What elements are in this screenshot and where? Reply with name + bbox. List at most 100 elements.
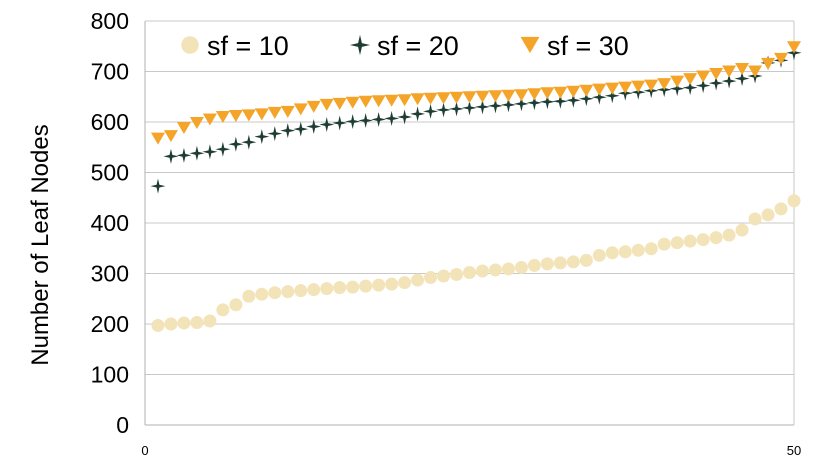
data-point [437, 269, 451, 283]
data-point [358, 112, 374, 128]
data-point [385, 277, 399, 291]
data-point [709, 68, 724, 81]
data-point [474, 99, 490, 115]
data-point [151, 319, 165, 333]
data-point [332, 115, 348, 131]
y-tick-label: 400 [91, 210, 129, 236]
data-point [450, 268, 464, 282]
data-point [384, 110, 400, 126]
data-point [371, 95, 386, 108]
data-point [578, 91, 594, 107]
legend-marker [349, 34, 371, 56]
data-point [488, 263, 502, 277]
data-point [721, 73, 737, 89]
data-point [449, 91, 464, 104]
data-point [294, 284, 308, 298]
data-point [527, 88, 542, 101]
data-point [695, 78, 711, 94]
data-point [346, 280, 360, 294]
data-point [423, 103, 439, 119]
data-point [462, 91, 477, 104]
data-point [553, 256, 567, 270]
data-point [539, 94, 555, 110]
data-point [177, 316, 191, 330]
data-point [670, 75, 685, 88]
data-point [202, 144, 218, 160]
data-point [604, 88, 620, 104]
data-point [254, 108, 269, 121]
series-3 [150, 41, 801, 145]
data-point [397, 94, 412, 107]
data-point [319, 117, 335, 133]
data-point [787, 194, 801, 208]
data-point [397, 109, 413, 125]
data-point [527, 258, 541, 272]
data-point [358, 95, 373, 108]
data-point [320, 282, 334, 296]
data-point [605, 82, 620, 95]
data-point [163, 148, 179, 164]
data-point [592, 83, 607, 96]
data-point [229, 298, 243, 312]
y-tick-label: 800 [91, 8, 129, 34]
data-point [734, 71, 750, 87]
data-point [242, 289, 256, 303]
data-point [553, 86, 568, 99]
data-point [293, 121, 309, 137]
data-point [281, 285, 295, 299]
data-point [735, 62, 750, 75]
series-1 [151, 194, 801, 333]
data-point [267, 126, 283, 142]
x-tick-label: 50 [787, 443, 801, 458]
data-point [345, 96, 360, 109]
data-point [579, 84, 594, 97]
data-point [513, 96, 529, 112]
data-point [463, 265, 476, 279]
data-point [215, 110, 230, 123]
data-point [189, 145, 205, 161]
data-point [552, 93, 568, 109]
data-point [644, 242, 658, 256]
data-point [216, 303, 230, 317]
data-point [540, 257, 554, 271]
legend-item: sf = 10 [181, 31, 289, 61]
data-point [189, 117, 204, 130]
data-point [722, 65, 737, 78]
data-point [410, 106, 426, 122]
legend-label: sf = 10 [207, 31, 289, 61]
data-point [371, 111, 387, 127]
data-point [449, 101, 465, 117]
data-point [774, 52, 789, 65]
data-point [708, 75, 724, 91]
data-point [500, 97, 516, 113]
legend-label: sf = 20 [377, 31, 459, 61]
data-point [359, 279, 373, 293]
data-point [306, 100, 321, 113]
data-point [203, 314, 217, 328]
data-point [475, 90, 490, 103]
data-point [592, 248, 606, 262]
legend-label: sf = 30 [547, 31, 629, 61]
data-point [190, 315, 204, 329]
data-point [475, 264, 489, 278]
data-point [526, 95, 542, 111]
y-tick-label: 600 [91, 109, 129, 135]
data-point [657, 237, 671, 251]
data-point [631, 80, 646, 93]
data-point [605, 246, 619, 260]
y-tick-label: 700 [91, 59, 129, 85]
data-point [657, 78, 672, 91]
data-point [618, 245, 632, 259]
data-point [411, 273, 425, 287]
y-tick-label: 500 [91, 160, 129, 186]
data-point [761, 57, 776, 70]
data-point [683, 73, 698, 86]
data-point [293, 103, 308, 116]
data-point [501, 89, 516, 102]
data-point [735, 223, 749, 237]
data-point [424, 271, 438, 285]
data-point [487, 98, 503, 114]
data-point [215, 141, 231, 157]
x-tick-label: 0 [141, 443, 148, 458]
data-point [398, 276, 412, 290]
